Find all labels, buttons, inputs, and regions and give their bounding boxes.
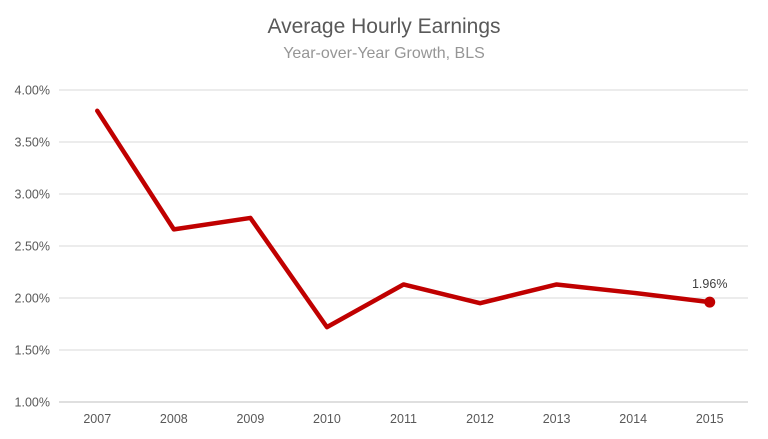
y-tick-label: 4.00% <box>15 84 50 98</box>
y-tick-label: 2.00% <box>15 292 50 306</box>
x-tick-label: 2010 <box>313 412 341 426</box>
x-tick-label: 2012 <box>466 412 494 426</box>
y-tick-label: 1.50% <box>15 344 50 358</box>
y-tick-label: 2.50% <box>15 240 50 254</box>
y-tick-label: 3.50% <box>15 136 50 150</box>
x-tick-label: 2015 <box>696 412 724 426</box>
x-tick-label: 2007 <box>83 412 111 426</box>
end-point-data-label: 1.96% <box>692 277 727 291</box>
chart-subtitle: Year-over-Year Growth, BLS <box>283 45 485 62</box>
end-point-marker <box>704 296 716 308</box>
x-tick-label: 2014 <box>619 412 647 426</box>
chart-title: Average Hourly Earnings <box>267 15 501 38</box>
x-tick-label: 2011 <box>390 412 417 426</box>
y-tick-label: 1.00% <box>15 396 50 410</box>
data-series-line <box>95 108 712 330</box>
x-tick-label: 2013 <box>543 412 571 426</box>
x-tick-label: 2009 <box>236 412 264 426</box>
x-tick-label: 2008 <box>160 412 188 426</box>
y-tick-label: 3.00% <box>15 188 50 202</box>
